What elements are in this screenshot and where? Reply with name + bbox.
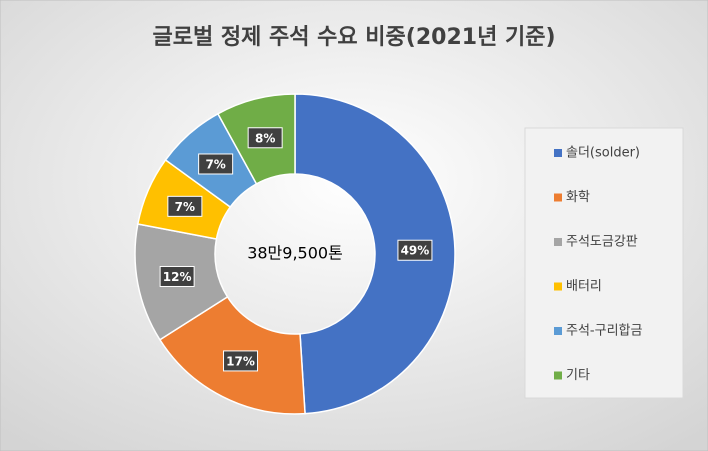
data-label: 49% (401, 244, 430, 258)
legend-swatch (554, 149, 562, 157)
data-label-box (247, 127, 283, 149)
legend-box (524, 127, 684, 399)
data-label: 7% (205, 157, 225, 171)
data-label-box (198, 153, 234, 175)
data-label: 12% (163, 270, 192, 284)
data-label: 7% (175, 200, 195, 214)
data-label-box (223, 350, 259, 372)
chart-title: 글로벌 정제 주석 수요 비중(2021년 기준) (153, 25, 556, 50)
data-label-box (167, 195, 203, 217)
legend-swatch (554, 371, 562, 380)
legend-label: 주석-구리합금 (566, 324, 642, 339)
data-label: 17% (226, 354, 255, 368)
data-label-box (397, 239, 433, 261)
legend-swatch (554, 282, 562, 291)
data-label: 8% (255, 131, 275, 145)
legend-swatch (554, 193, 562, 202)
legend-label: 주석도금강판 (566, 235, 638, 250)
donut-slice (294, 93, 456, 415)
legend-label: 솔더(solder) (566, 146, 640, 161)
legend-swatch (554, 327, 562, 335)
legend-label: 기타 (566, 368, 590, 383)
legend-label: 배터리 (566, 279, 602, 294)
data-label-box (159, 265, 195, 287)
legend-swatch (554, 238, 562, 246)
center-label: 38만9,500톤 (247, 244, 343, 263)
legend-label: 화학 (566, 190, 590, 205)
